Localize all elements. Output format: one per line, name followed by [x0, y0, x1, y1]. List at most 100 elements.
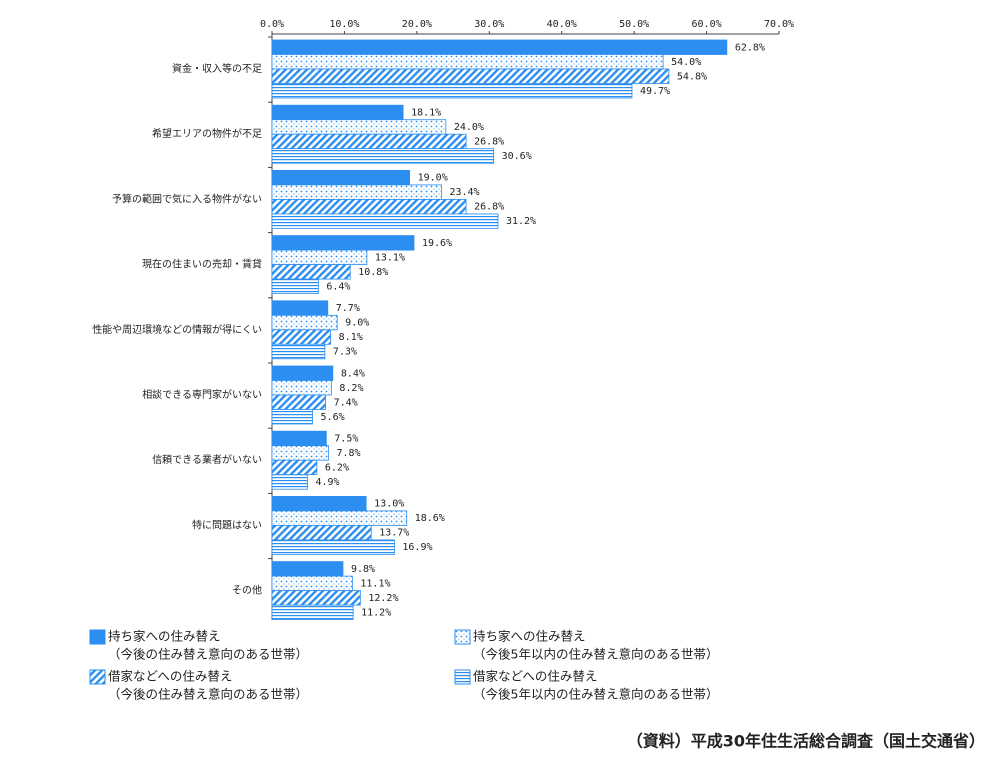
x-tick-label: 60.0% — [692, 19, 722, 30]
bar — [271, 380, 332, 396]
category-label: 資金・収入等の不足 — [172, 62, 262, 75]
legend-swatch — [89, 629, 106, 645]
legend-swatch — [454, 669, 471, 685]
bar — [271, 430, 327, 447]
bar — [271, 184, 442, 200]
bar — [271, 54, 664, 70]
value-label: 26.8% — [474, 136, 504, 147]
value-label: 11.1% — [360, 578, 390, 589]
category-label: 相談できる専門家がいない — [142, 388, 262, 401]
bar — [271, 104, 404, 121]
bar — [271, 575, 353, 591]
value-label: 18.6% — [415, 513, 445, 524]
bar — [271, 148, 495, 164]
bar — [271, 133, 467, 150]
bar — [271, 539, 395, 555]
bar — [271, 249, 368, 266]
category-label: 特に問題はない — [192, 519, 262, 531]
value-label: 11.2% — [361, 607, 391, 618]
bar — [271, 213, 499, 229]
bar — [271, 39, 728, 55]
x-tick-label: 40.0% — [547, 19, 577, 30]
bar — [271, 590, 361, 606]
bar — [271, 264, 351, 280]
value-label: 7.5% — [334, 433, 358, 444]
value-label: 31.2% — [506, 216, 536, 227]
category-label: 希望エリアの物件が不足 — [152, 127, 262, 140]
value-label: 30.6% — [502, 151, 532, 162]
bar — [271, 510, 408, 526]
legend-label: 借家などへの住み替え — [473, 669, 597, 684]
value-label: 23.4% — [449, 187, 479, 198]
value-label: 6.2% — [325, 462, 349, 473]
value-label: 24.0% — [454, 122, 484, 133]
bar — [271, 525, 372, 541]
category-label: 現在の住まいの売却・賃貸 — [142, 258, 262, 271]
bar — [271, 409, 313, 425]
value-label: 19.6% — [422, 238, 452, 249]
x-tick-label: 70.0% — [764, 19, 794, 30]
value-label: 8.1% — [339, 332, 363, 343]
legend-swatch — [89, 669, 106, 685]
bar — [271, 561, 344, 577]
bar — [271, 329, 332, 345]
value-label: 12.2% — [368, 593, 398, 604]
value-label: 49.7% — [640, 86, 670, 97]
value-label: 6.4% — [326, 281, 350, 292]
value-label: 62.8% — [735, 42, 765, 53]
bar — [271, 83, 633, 99]
bar — [271, 495, 367, 512]
bar — [271, 278, 319, 295]
bar — [271, 68, 670, 84]
legend-detail: （今後5年以内の住み替え意向のある世帯） — [473, 687, 718, 702]
bar — [271, 198, 467, 215]
value-label: 13.0% — [374, 499, 404, 510]
source: （資料）平成30年住生活総合調査（国土交通省） — [627, 732, 985, 751]
value-label: 7.8% — [336, 448, 360, 459]
x-tick-label: 20.0% — [402, 19, 432, 30]
value-label: 7.4% — [334, 397, 358, 408]
bar — [271, 365, 334, 381]
legend-label: 持ち家への住み替え — [473, 629, 586, 644]
category-label: その他 — [232, 584, 262, 597]
value-label: 8.4% — [341, 368, 365, 379]
legend-swatch — [454, 629, 471, 645]
x-tick-label: 0.0% — [260, 19, 284, 30]
legend-detail: （今後の住み替え意向のある世帯） — [108, 687, 308, 702]
value-label: 7.3% — [333, 347, 357, 358]
bar — [271, 169, 411, 186]
bar — [271, 314, 338, 331]
bar — [271, 343, 326, 360]
value-label: 8.2% — [339, 383, 363, 394]
legend-label: 借家などへの住み替え — [108, 669, 232, 684]
bar — [271, 445, 329, 461]
value-label: 9.0% — [345, 318, 369, 329]
x-tick-label: 50.0% — [619, 19, 649, 30]
value-label: 10.8% — [358, 267, 388, 278]
value-label: 54.8% — [677, 71, 707, 82]
value-label: 13.7% — [379, 528, 409, 539]
bar — [271, 235, 415, 251]
category-label: 予算の範囲で気に入る物件がない — [112, 192, 262, 205]
value-label: 9.8% — [351, 564, 375, 575]
value-label: 18.1% — [411, 107, 441, 118]
legend-detail: （今後5年以内の住み替え意向のある世帯） — [473, 647, 718, 662]
bar — [271, 300, 329, 316]
value-label: 54.0% — [671, 57, 701, 68]
bar — [271, 474, 308, 490]
value-label: 26.8% — [474, 202, 504, 213]
bar — [271, 119, 447, 135]
x-tick-label: 30.0% — [474, 19, 504, 30]
legend-detail: （今後の住み替え意向のある世帯） — [108, 647, 308, 662]
category-label: 信頼できる業者がいない — [152, 453, 262, 466]
category-label: 性能や周辺環境などの情報が得にくい — [92, 323, 262, 336]
value-label: 16.9% — [402, 542, 432, 553]
bar — [271, 604, 354, 620]
bar — [271, 459, 318, 476]
legend-label: 持ち家への住み替え — [108, 629, 221, 644]
value-label: 13.1% — [375, 252, 405, 263]
x-tick-label: 10.0% — [329, 19, 359, 30]
value-label: 7.7% — [336, 303, 360, 314]
bar — [271, 394, 326, 410]
